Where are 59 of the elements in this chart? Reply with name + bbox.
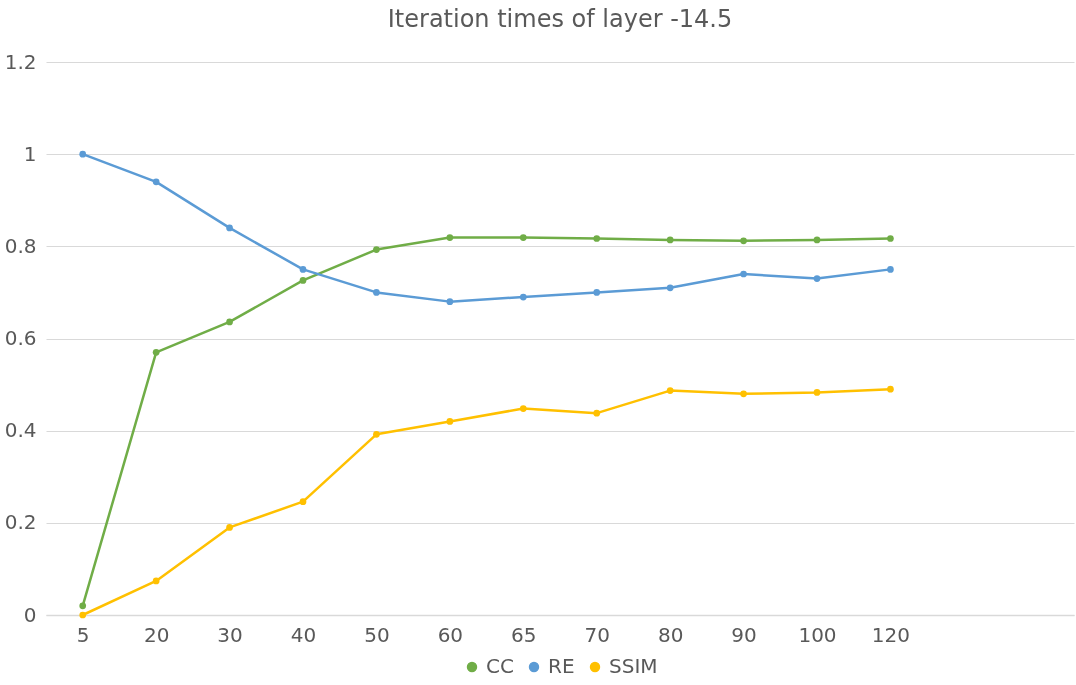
- point: [299, 498, 307, 505]
- legend-label: CC: [486, 654, 514, 678]
- x-tick-label: 50: [364, 622, 390, 647]
- point: [666, 387, 674, 394]
- x-tick-label: 90: [731, 622, 757, 647]
- x-tick-label: 120: [871, 622, 911, 647]
- x-tick-label: 5: [76, 622, 90, 647]
- point: [740, 237, 747, 245]
- point: [373, 431, 380, 438]
- point: [740, 390, 747, 398]
- point: [226, 524, 233, 531]
- x-tick-label: 40: [290, 622, 317, 647]
- point: [887, 266, 894, 273]
- point: [446, 234, 454, 241]
- y-tick-label: 0.4: [4, 418, 37, 443]
- y-tick-label: 1.2: [4, 49, 37, 74]
- point: [519, 405, 527, 412]
- x-tick-label: 100: [798, 622, 837, 647]
- x-tick-label: 65: [511, 622, 537, 647]
- x-tick-label: 30: [217, 622, 243, 647]
- legend-label: SSIM: [609, 654, 658, 678]
- y-tick-label: 1: [23, 141, 37, 166]
- point: [887, 235, 894, 242]
- point: [593, 409, 601, 417]
- x-tick-label: 70: [584, 622, 610, 647]
- x-tick-label: 20: [143, 622, 170, 647]
- point: [226, 224, 233, 232]
- point: [152, 178, 160, 186]
- point: [740, 270, 747, 278]
- point: [813, 275, 821, 282]
- y-tick-label: 0.6: [4, 326, 37, 350]
- point: [373, 246, 380, 253]
- point: [79, 602, 87, 610]
- point: [813, 389, 821, 396]
- y-tick-label: 0.2: [4, 510, 37, 535]
- point: [519, 234, 527, 241]
- point: [299, 266, 307, 273]
- point: [593, 235, 601, 242]
- point: [887, 385, 894, 393]
- point: [666, 284, 674, 292]
- point: [79, 611, 87, 619]
- point: [813, 236, 821, 244]
- point: [446, 418, 454, 425]
- chart-title: Iteration times of layer -14.5: [387, 5, 733, 33]
- y-tick-label: 0: [23, 602, 37, 627]
- point: [79, 150, 87, 158]
- legend-label: RE: [548, 654, 575, 678]
- point: [152, 348, 160, 356]
- y-tick-label: 0.8: [4, 233, 37, 258]
- point: [519, 293, 527, 301]
- x-tick-label: 60: [437, 622, 464, 647]
- point: [593, 289, 601, 296]
- point: [152, 577, 160, 585]
- point: [446, 298, 454, 305]
- point: [226, 318, 233, 326]
- point: [299, 277, 307, 284]
- point: [666, 236, 674, 244]
- x-tick-label: 80: [657, 622, 684, 647]
- point: [373, 289, 380, 296]
